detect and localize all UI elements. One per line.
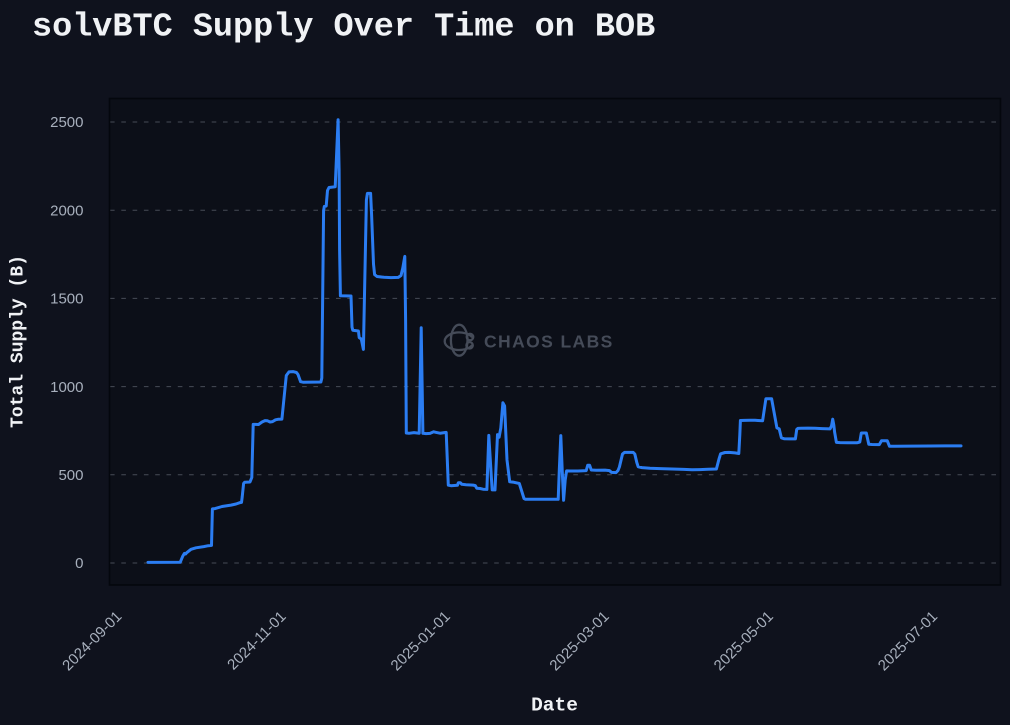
svg-text:2500: 2500 xyxy=(50,114,83,131)
svg-text:0: 0 xyxy=(75,555,83,572)
svg-text:solvBTC Supply Over Time on BO: solvBTC Supply Over Time on BOB xyxy=(32,9,655,47)
svg-text:1000: 1000 xyxy=(50,379,83,396)
svg-text:500: 500 xyxy=(58,467,83,484)
svg-text:CHAOS LABS: CHAOS LABS xyxy=(484,332,614,352)
svg-text:Total Supply (B): Total Supply (B) xyxy=(9,255,29,428)
svg-text:Date: Date xyxy=(531,695,578,717)
svg-text:2000: 2000 xyxy=(50,202,83,219)
svg-text:1500: 1500 xyxy=(50,291,83,308)
